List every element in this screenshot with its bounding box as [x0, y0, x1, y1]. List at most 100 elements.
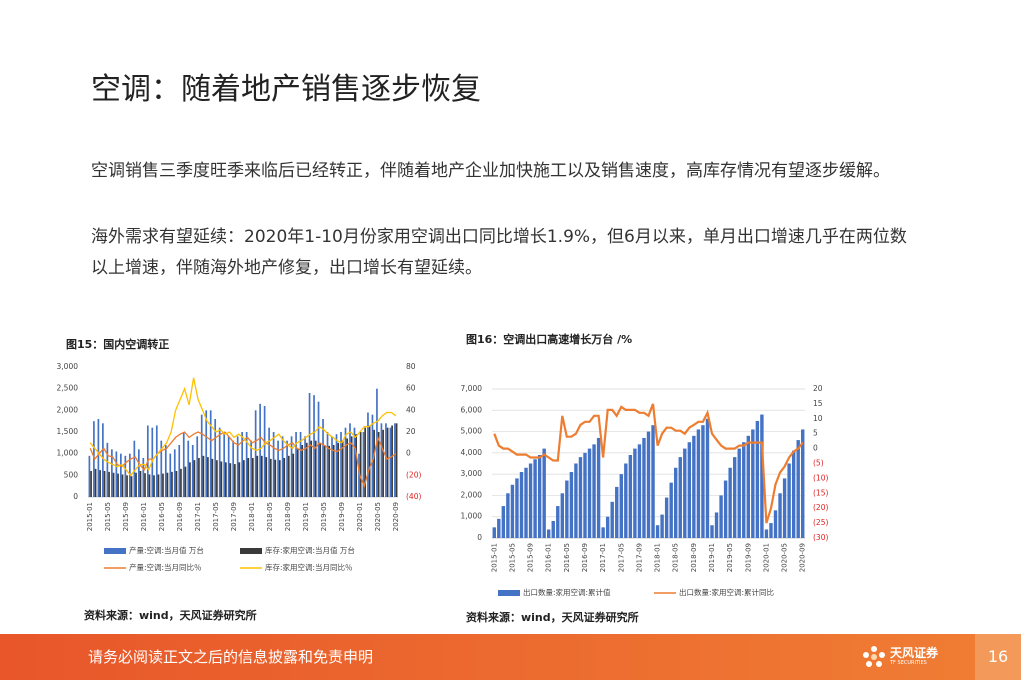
- chart-title: 图16：空调出口高速增长万台 /%: [466, 332, 632, 346]
- brand-en: TF SECURITIES: [890, 660, 927, 666]
- y-tick-label: 2,500: [57, 384, 79, 393]
- bar: [341, 440, 344, 497]
- x-tick-label: 2020-05: [781, 543, 789, 572]
- bar: [340, 432, 342, 497]
- bar: [313, 395, 315, 497]
- chart-source: 资料来源：wind，天风证券研究所: [466, 610, 639, 624]
- x-tick-label: 2019-05: [320, 502, 328, 531]
- bar: [187, 440, 190, 497]
- page-number: 16: [975, 634, 1021, 680]
- bar: [299, 432, 302, 497]
- bar: [169, 453, 172, 497]
- bar: [569, 472, 574, 538]
- bar: [283, 458, 286, 497]
- x-tick-label: 2016-09: [581, 543, 589, 572]
- bar: [728, 467, 732, 538]
- bar: [355, 434, 358, 497]
- x-tick-label: 2015-09: [527, 543, 535, 572]
- paragraph: 海外需求有望延续：2020年1-10月份家用空调出口同比增长1.9%，但6月以来…: [91, 227, 907, 278]
- bar: [628, 454, 633, 538]
- bar: [142, 458, 145, 497]
- y-tick-label: 2,000: [461, 490, 483, 499]
- bar: [615, 486, 619, 538]
- bar: [796, 440, 800, 538]
- bar: [97, 419, 100, 497]
- bar: [200, 414, 203, 497]
- bar: [287, 455, 290, 497]
- x-tick-label: 2020-09: [799, 543, 807, 572]
- y-tick-label: 0: [477, 533, 482, 542]
- bar: [175, 471, 178, 497]
- y-tick-label: 7,000: [461, 384, 483, 393]
- bar: [801, 429, 805, 538]
- bar: [778, 493, 782, 538]
- bar: [732, 457, 737, 538]
- bar: [245, 432, 248, 497]
- legend-label: 出口数量:家用空调:累计值: [523, 587, 611, 597]
- x-tick-label: 2017-09: [230, 502, 238, 531]
- y2-tick-label: 40: [406, 405, 416, 414]
- x-tick-label: 2017-01: [194, 502, 202, 531]
- bar: [171, 471, 173, 497]
- bar: [103, 471, 106, 497]
- footer: 请务必阅读正文之后的信息披露和免责申明 天风证券 TF SECURITIES 1…: [0, 634, 1021, 680]
- bar: [295, 432, 297, 497]
- y2-tick-label: 5: [813, 429, 818, 438]
- chart-title: 图15：国内空调转正: [66, 337, 169, 351]
- bar: [218, 427, 221, 497]
- brand: 天风证券: [890, 646, 939, 660]
- bar: [216, 460, 218, 497]
- x-tick-label: 2015-05: [508, 543, 516, 572]
- x-tick-label: 2018-01: [654, 543, 662, 572]
- bar: [701, 425, 705, 538]
- x-tick-label: 2020-01: [356, 502, 364, 531]
- legend-swatch: [240, 548, 262, 554]
- bar: [349, 423, 351, 497]
- bar: [286, 440, 288, 497]
- x-tick-label: 2018-09: [284, 502, 292, 531]
- line: [89, 431, 397, 489]
- legend-swatch: [104, 548, 126, 554]
- bar: [337, 442, 340, 497]
- bar: [633, 448, 637, 538]
- bar: [296, 449, 299, 497]
- bar: [556, 506, 560, 538]
- bar: [259, 403, 261, 497]
- y-tick-label: 1,000: [461, 512, 483, 521]
- bar: [160, 440, 163, 497]
- bar: [323, 445, 326, 497]
- bar: [787, 463, 791, 538]
- slide-title: 空调：随着地产销售逐步恢复: [91, 72, 481, 107]
- bar: [124, 455, 127, 497]
- bar: [326, 432, 329, 497]
- bar: [742, 442, 746, 538]
- x-tick-label: 2017-05: [617, 543, 625, 572]
- bar: [385, 423, 387, 497]
- bar: [191, 445, 194, 497]
- bar: [391, 425, 393, 497]
- bar: [108, 471, 110, 497]
- y2-tick-label: (40): [406, 492, 421, 501]
- y2-tick-label: (20): [813, 503, 828, 512]
- bar: [751, 429, 755, 538]
- bar: [193, 460, 196, 497]
- bar: [148, 474, 151, 497]
- x-tick-label: 2016-05: [158, 502, 166, 531]
- x-tick-label: 2016-01: [545, 543, 553, 572]
- bar: [328, 445, 331, 497]
- bar: [346, 438, 349, 497]
- bar: [254, 410, 257, 497]
- bar: [350, 436, 353, 497]
- x-tick-label: 2020-09: [392, 502, 400, 531]
- bar: [173, 449, 176, 497]
- y-tick-label: 6,000: [461, 405, 483, 414]
- bar: [166, 472, 169, 497]
- bar: [719, 495, 723, 538]
- bar: [220, 461, 223, 497]
- bar: [764, 529, 769, 538]
- bar: [196, 436, 199, 497]
- bar: [592, 444, 596, 538]
- bar: [501, 506, 506, 538]
- bar: [243, 460, 245, 497]
- y2-tick-label: 20: [406, 427, 416, 436]
